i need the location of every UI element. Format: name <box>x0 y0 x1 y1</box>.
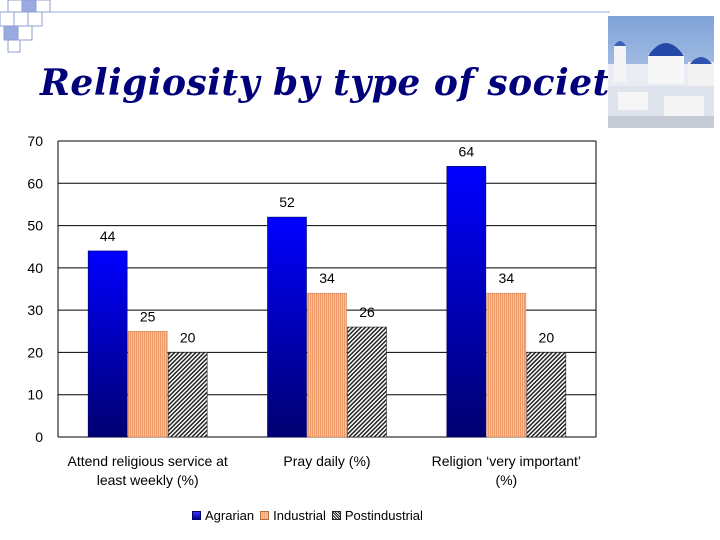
bar-chart: 0 10 20 30 40 50 60 70 44 25 20 Attend religious se… <box>27 133 597 488</box>
bar <box>446 166 487 438</box>
legend-label-agrarian: Agrarian <box>205 507 255 523</box>
data-label: 34 <box>499 270 515 286</box>
data-label: 20 <box>539 329 555 345</box>
labels: 0 10 20 30 40 50 60 70 44 25 20 Attend religious se… <box>27 133 581 488</box>
category-label: Pray daily (%) <box>283 453 370 469</box>
category-label: Attend religious service at <box>68 453 228 469</box>
category-label: Religion ‘very important’ <box>432 453 581 469</box>
bar <box>347 326 387 438</box>
bar <box>87 250 128 438</box>
legend-item-agrarian: Agrarian <box>192 508 254 523</box>
legend-swatch-industrial <box>260 510 270 520</box>
data-label: 26 <box>359 304 375 320</box>
legend-item-postindustrial: Postindustrial <box>331 507 423 523</box>
data-label: 20 <box>180 329 196 345</box>
bars <box>87 166 567 438</box>
bar <box>127 330 168 438</box>
legend-label-industrial: Industrial <box>273 507 326 523</box>
y-tick-label: 60 <box>27 175 43 191</box>
bar <box>267 216 307 438</box>
data-label: 64 <box>459 143 475 159</box>
legend: Agrarian Industrial Postindustrial <box>192 506 429 524</box>
data-label: 52 <box>279 194 295 210</box>
bar <box>526 352 567 438</box>
legend-label-postindustrial: Postindustrial <box>344 507 423 523</box>
bar <box>167 352 208 438</box>
data-label: 44 <box>100 228 116 244</box>
data-label: 25 <box>140 308 156 324</box>
y-tick-label: 30 <box>27 302 43 318</box>
santorini-photo <box>608 16 714 128</box>
bar <box>307 292 347 438</box>
y-tick-label: 0 <box>35 429 43 445</box>
legend-swatch-agrarian <box>192 510 201 520</box>
category-label: (%) <box>495 472 517 488</box>
category-label: least weekly (%) <box>97 472 199 488</box>
y-tick-label: 10 <box>27 387 43 403</box>
slide-title: Religiosity by type of society <box>40 62 632 104</box>
y-tick-label: 50 <box>27 218 43 234</box>
y-tick-label: 20 <box>27 344 43 360</box>
legend-swatch-postindustrial <box>331 510 341 520</box>
y-tick-label: 40 <box>27 260 43 276</box>
data-label: 34 <box>319 270 335 286</box>
bar <box>486 292 527 438</box>
y-tick-label: 70 <box>27 133 43 149</box>
legend-item-industrial: Industrial <box>260 508 326 523</box>
decorative-squares <box>0 0 610 53</box>
